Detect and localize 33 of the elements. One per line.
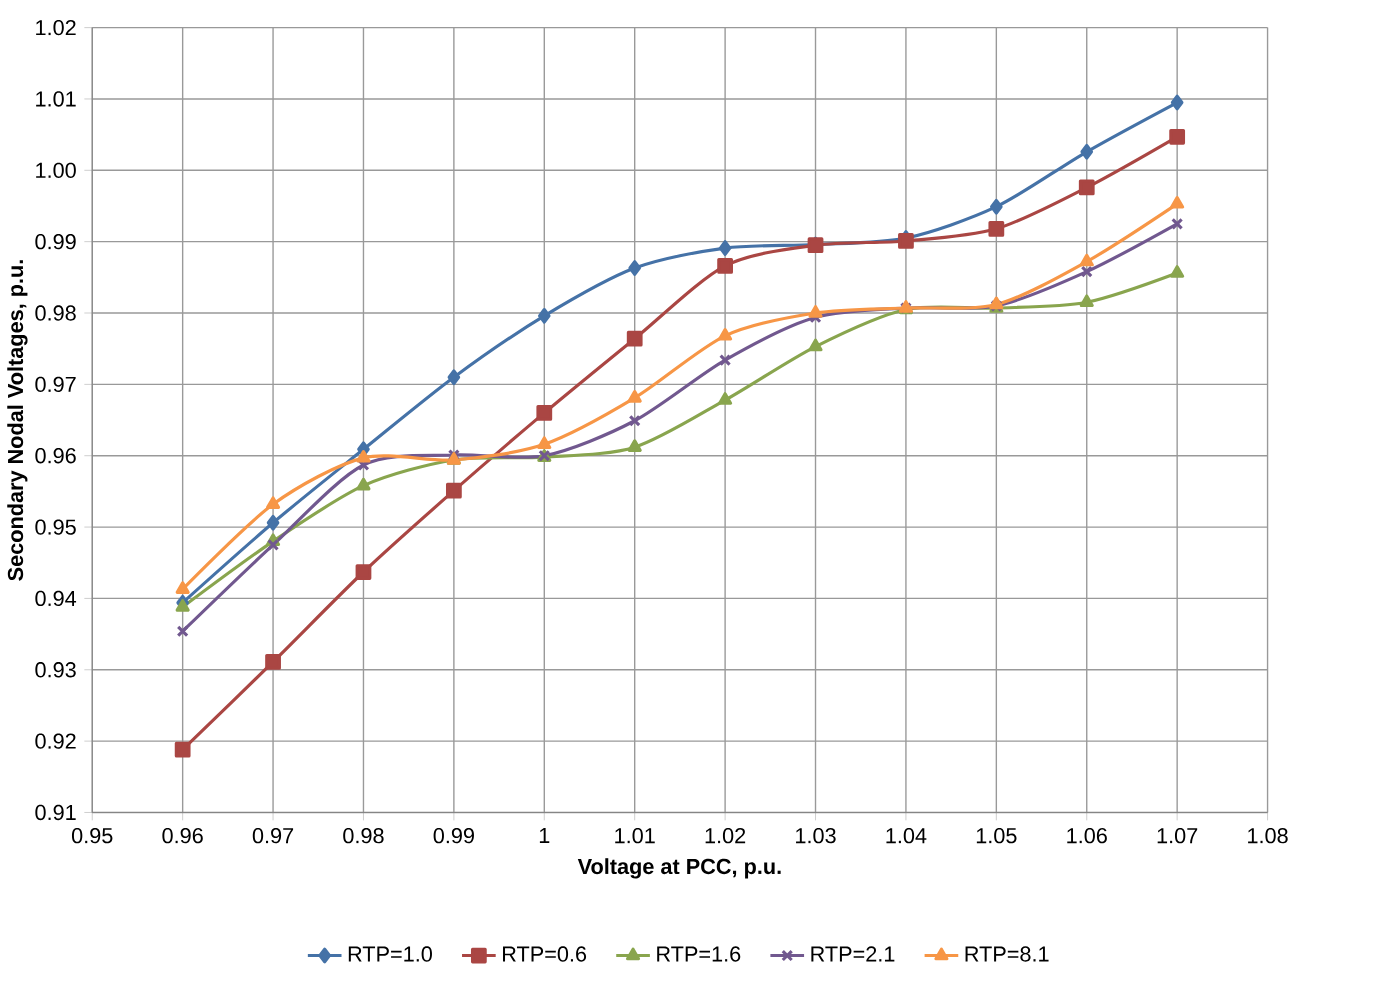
legend-label: RTP=0.6	[503, 946, 587, 962]
y-tick-label: 0.95	[35, 519, 76, 535]
y-tick-label: 1.02	[36, 19, 76, 36]
y-tick-label: 0.97	[35, 376, 76, 393]
legend-label: RTP=8.1	[965, 946, 1049, 962]
x-tick-label: 1.02	[705, 827, 746, 844]
x-axis-title: Voltage at PCC, p.u.	[577, 858, 781, 879]
x-tick-label: 0.96	[162, 827, 203, 844]
x-tick-label: 0.99	[433, 827, 474, 844]
y-tick-label: 0.93	[35, 662, 76, 678]
x-tick-label: 1.07	[1157, 827, 1198, 844]
y-tick-label: 0.94	[35, 590, 77, 607]
y-tick-label: 1.00	[36, 162, 76, 178]
y-tick-label: 0.98	[35, 305, 76, 321]
y-tick-label: 0.91	[35, 804, 76, 821]
x-tick-label: 1.05	[976, 827, 1017, 844]
x-tick-label: 1.01	[615, 827, 655, 844]
x-tick-label: 0.95	[71, 827, 113, 844]
y-axis-title: Secondary Nodal Voltages, p.u.	[7, 260, 28, 581]
legend-label: RTP=1.6	[657, 946, 741, 962]
y-tick-label: 1.01	[36, 91, 76, 107]
y-tick-label: 0.99	[35, 233, 76, 250]
x-tick-label: 1.08	[1248, 827, 1288, 844]
x-tick-label: 1.06	[1067, 827, 1107, 844]
y-tick-label: 0.96	[35, 448, 76, 464]
legend-label: RTP=1.0	[348, 946, 432, 962]
y-tick-label: 0.92	[35, 733, 76, 749]
x-tick-label: 1.04	[886, 827, 927, 844]
x-tick-label: 1	[539, 827, 550, 843]
x-tick-label: 1.03	[796, 827, 836, 844]
x-tick-label: 0.97	[252, 827, 294, 844]
legend-label: RTP=2.1	[811, 946, 895, 962]
x-tick-label: 0.98	[343, 827, 384, 844]
